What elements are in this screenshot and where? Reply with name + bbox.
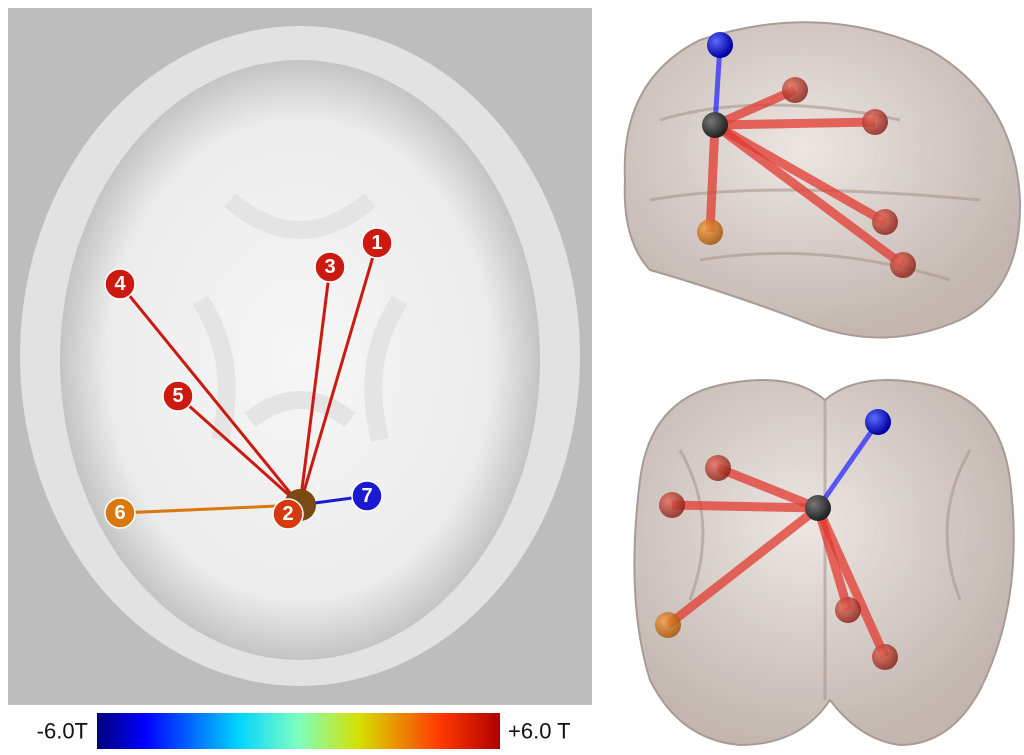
connection (815, 420, 881, 510)
node-sphere (865, 409, 891, 435)
node-sphere (835, 597, 861, 623)
connection (712, 44, 723, 126)
connection (298, 242, 379, 506)
sagittal-panel (623, 21, 1022, 339)
node (351, 480, 383, 512)
node-sphere (872, 644, 898, 670)
gyri (678, 400, 972, 700)
node-sphere (782, 77, 808, 103)
connection (813, 506, 890, 659)
brain-slice (60, 60, 540, 660)
connection (665, 504, 821, 629)
connection (177, 394, 301, 507)
coronal-panel (633, 379, 1015, 747)
connection (714, 117, 876, 130)
hub-sphere (702, 112, 728, 138)
node-sphere (872, 209, 898, 235)
node (272, 498, 304, 530)
node-sphere (655, 612, 681, 638)
connection (298, 266, 332, 506)
node-label: 1 (371, 232, 382, 254)
connection (119, 503, 301, 515)
connection (671, 500, 819, 513)
colorbar-gradient (97, 713, 500, 749)
node-sphere (890, 252, 916, 278)
node (104, 497, 136, 529)
connection (118, 283, 302, 506)
node-sphere (705, 455, 731, 481)
node (162, 380, 194, 412)
connection (716, 463, 820, 513)
node-sphere (697, 219, 723, 245)
colorbar-max-label: +6.0 T (508, 719, 571, 744)
hub-sphere (805, 495, 831, 521)
node-label: 6 (114, 502, 125, 524)
axial-panel: 1 2 3 4 5 6 7 (8, 8, 592, 705)
anatomy (192, 193, 408, 443)
connection (705, 124, 720, 233)
node-label: 7 (361, 485, 372, 507)
colorbar-min-label: -6.0T (37, 719, 88, 744)
node-sphere (707, 32, 733, 58)
connection (712, 121, 906, 269)
node (104, 268, 136, 300)
brain-render (623, 21, 1022, 339)
node (361, 227, 393, 259)
node-label: 3 (324, 256, 335, 278)
node-sphere (862, 109, 888, 135)
colorbar: -6.0T +6.0 T (37, 713, 571, 749)
connection (713, 85, 797, 130)
node (314, 251, 346, 283)
node-label: 5 (172, 385, 183, 407)
node-label: 2 (282, 503, 293, 525)
node-label: 4 (114, 273, 126, 295)
node-sphere (659, 492, 685, 518)
